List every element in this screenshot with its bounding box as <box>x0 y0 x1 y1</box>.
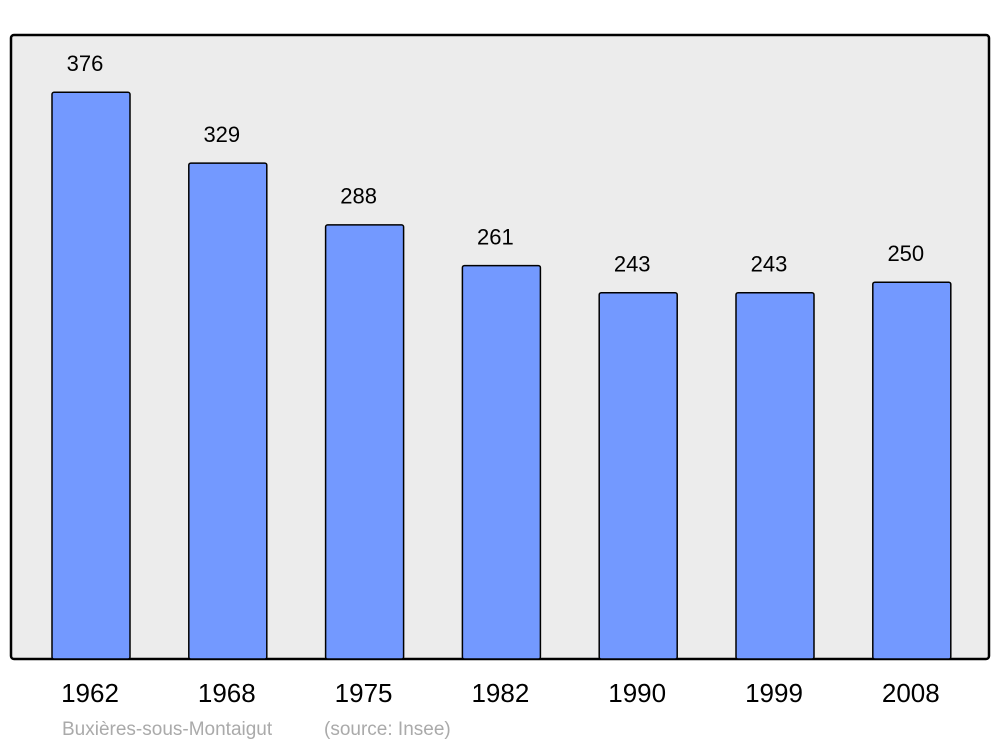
x-tick-label: 1990 <box>608 678 666 708</box>
x-tick-label: 1975 <box>335 678 393 708</box>
value-label: 243 <box>614 252 651 277</box>
value-label: 243 <box>751 252 788 277</box>
bar <box>735 291 815 660</box>
bar <box>51 91 131 660</box>
value-label: 261 <box>477 224 514 249</box>
value-label: 288 <box>340 184 377 209</box>
x-tick-label: 1962 <box>61 678 119 708</box>
bar <box>872 281 952 660</box>
value-label: 376 <box>67 51 104 76</box>
value-label: 329 <box>203 122 240 147</box>
x-tick-label: 1999 <box>745 678 803 708</box>
x-tick-label: 1968 <box>198 678 256 708</box>
source: (source: Insee) <box>324 719 451 740</box>
caption: Buxières-sous-Montaigut <box>62 719 273 740</box>
x-tick-label: 1982 <box>471 678 529 708</box>
value-label: 250 <box>887 241 924 266</box>
bar <box>598 291 678 660</box>
x-tick-label: 2008 <box>882 678 940 708</box>
bar <box>188 162 268 660</box>
bar <box>461 264 542 660</box>
bar <box>324 224 405 660</box>
